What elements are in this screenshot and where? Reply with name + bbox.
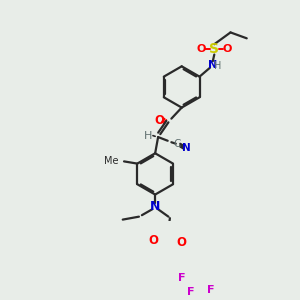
Text: H: H (214, 61, 222, 71)
Text: O: O (196, 44, 206, 54)
Text: S: S (209, 42, 219, 56)
Text: C: C (174, 140, 181, 149)
Text: O: O (149, 234, 159, 247)
Text: Me: Me (104, 156, 119, 166)
Text: N: N (182, 143, 191, 153)
Text: O: O (223, 44, 232, 54)
Text: F: F (178, 273, 185, 283)
Text: F: F (207, 285, 215, 295)
Text: F: F (187, 287, 194, 297)
Text: O: O (154, 114, 165, 128)
Text: N: N (208, 60, 218, 70)
Text: H: H (144, 130, 152, 141)
Text: N: N (150, 200, 160, 213)
Text: O: O (177, 236, 187, 249)
